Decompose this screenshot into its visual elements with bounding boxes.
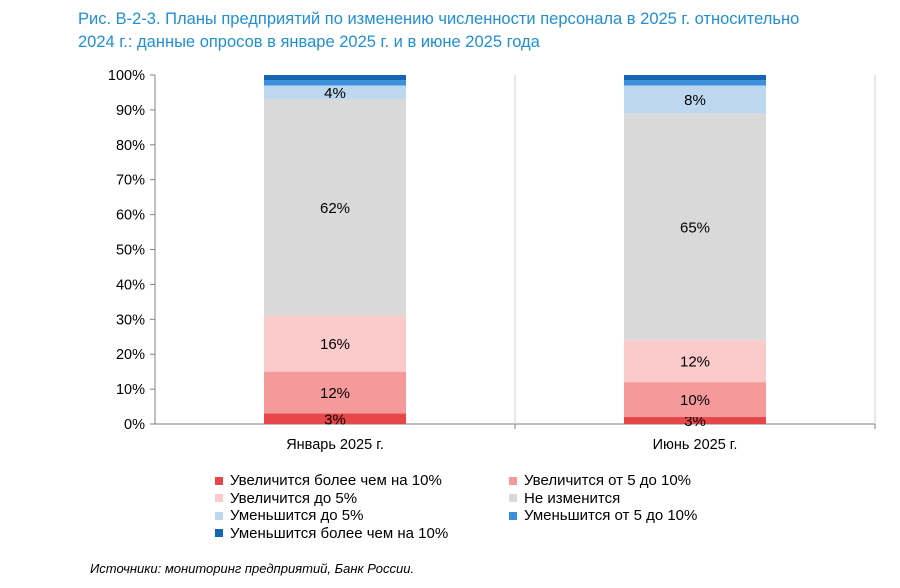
legend-label: Увеличится от 5 до 10% [524,472,691,490]
chart-legend: Увеличится более чем на 10% Увеличится от… [215,472,775,542]
legend-item: Не изменится [509,490,775,508]
bar-segment [264,371,406,414]
y-tick-label: 40% [116,277,145,293]
legend-item: Уменьшится до 5% [215,507,509,525]
x-category-label: Январь 2025 г. [286,437,384,453]
legend-swatch [215,476,223,485]
y-tick-label: 80% [116,138,145,154]
legend-swatch [509,511,517,520]
bar-data-label: 12% [320,385,350,402]
stacked-bar-chart: 0% 10% 20% 30% 40% 50% 60% 70% 80% 90% 100% 3% 12% 16… [108,68,876,453]
source-note: Источники: мониторинг предприятий, Банк … [90,561,415,576]
bar-segment [264,80,406,86]
legend-item: Уменьшится более чем на 10% [215,525,509,543]
bar-data-label: 3% [684,413,706,430]
bar-data-label: 62% [320,200,350,217]
bar-segment [264,413,406,424]
legend-label: Не изменится [524,489,621,507]
bar-segment [264,315,406,372]
y-tick-label: 10% [116,382,145,398]
chart-title: Рис. В-2-3. Планы предприятий по изменен… [78,8,893,54]
bar-data-label: 12% [680,354,710,371]
bar-data-label: 4% [324,85,346,102]
bar-segment [624,75,766,81]
bar-segment [264,99,406,316]
y-tick-label: 0% [124,417,145,433]
legend-label: Уменьшится от 5 до 10% [524,507,698,525]
legend-label: Уменьшится более чем на 10% [230,524,449,542]
legend-item: Увеличится от 5 до 10% [509,472,775,490]
bar-segment [624,80,766,86]
bar-segment [624,85,766,114]
bar-data-label: 65% [680,219,710,236]
bar-segment [264,85,406,100]
legend-swatch [509,476,517,485]
title-line-1: Рис. В-2-3. Планы предприятий по изменен… [78,10,800,28]
legend-swatch [215,529,223,538]
bar-data-label: 3% [324,411,346,428]
legend-swatch [215,494,223,503]
legend-swatch [509,494,517,503]
y-tick-label: 30% [116,312,145,328]
y-tick-label: 90% [116,103,145,119]
bar-segment [624,417,766,424]
legend-item: Увеличится более чем на 10% [215,472,509,490]
bar-segment [624,340,766,383]
legend-swatch [215,511,223,520]
y-tick-label: 70% [116,173,145,189]
bar-segment [264,75,406,81]
legend-label: Уменьшится до 5% [230,507,364,525]
bar-data-label: 16% [320,336,350,353]
bar-data-label: 10% [680,392,710,409]
bar-segment [624,382,766,418]
legend-label: Увеличится до 5% [230,489,358,507]
y-tick-label: 20% [116,347,145,363]
bar-segment [624,113,766,341]
bar-data-label: 8% [684,92,706,109]
y-tick-label: 60% [116,208,145,224]
legend-item: Уменьшится от 5 до 10% [509,507,775,525]
y-tick-label: 50% [116,243,145,259]
legend-item: Увеличится до 5% [215,490,509,508]
title-line-2: 2024 г.: данные опросов в январе 2025 г.… [78,33,540,51]
x-category-label: Июнь 2025 г. [653,437,738,453]
legend-label: Увеличится более чем на 10% [230,472,442,490]
y-tick-label: 100% [108,68,145,84]
